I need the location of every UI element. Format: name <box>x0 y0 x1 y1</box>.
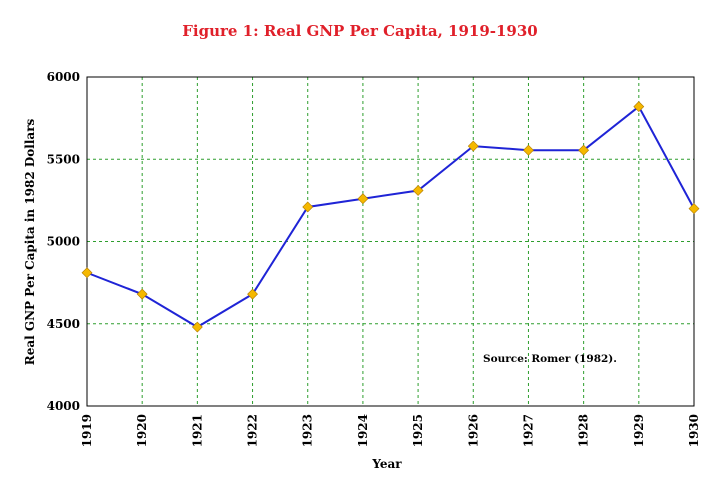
data-point <box>247 288 258 300</box>
data-point <box>523 144 534 156</box>
data-point <box>191 321 203 333</box>
x-tick-label: 1922 <box>246 414 260 447</box>
x-tick-label: 1919 <box>80 414 94 447</box>
x-axis-ticks: 1919 1920 1921 1922 1923 1924 1925 1926 1927 1928… <box>80 414 701 447</box>
y-tick-label: 4500 <box>47 317 80 331</box>
x-axis-label: Year <box>371 457 402 471</box>
x-tick-label: 1923 <box>301 414 315 447</box>
series-markers <box>81 101 700 333</box>
x-tick-label: 1928 <box>577 414 591 447</box>
data-point <box>412 185 424 196</box>
x-tick-label: 1924 <box>356 414 370 447</box>
x-tick-label: 1921 <box>190 414 204 447</box>
y-axis-ticks: 4000 4500 5000 5500 6000 <box>47 70 80 413</box>
data-point <box>633 101 645 113</box>
x-tick-label: 1930 <box>687 414 701 447</box>
data-point <box>357 193 369 205</box>
source-annotation: Source: Romer (1982). <box>483 353 617 365</box>
y-axis-label: Real GNP Per Capita in 1982 Dollars <box>23 118 37 365</box>
data-point <box>467 140 479 152</box>
data-point <box>688 203 700 215</box>
data-point <box>578 144 590 156</box>
x-tick-label: 1929 <box>632 414 646 447</box>
y-tick-label: 5500 <box>47 152 80 166</box>
series-line <box>86 105 695 329</box>
y-tick-label: 4000 <box>47 399 80 413</box>
x-tick-label: 1925 <box>411 414 425 447</box>
y-tick-label: 6000 <box>47 70 80 84</box>
x-tick-label: 1927 <box>521 414 535 447</box>
chart-title: Figure 1: Real GNP Per Capita, 1919-1930 <box>182 22 537 40</box>
data-point <box>136 288 148 300</box>
x-tick-label: 1926 <box>466 414 480 447</box>
data-point <box>302 201 314 213</box>
plot-frame <box>86 76 695 407</box>
data-point <box>81 267 93 279</box>
y-tick-label: 5000 <box>47 235 80 249</box>
x-tick-label: 1920 <box>135 414 149 447</box>
